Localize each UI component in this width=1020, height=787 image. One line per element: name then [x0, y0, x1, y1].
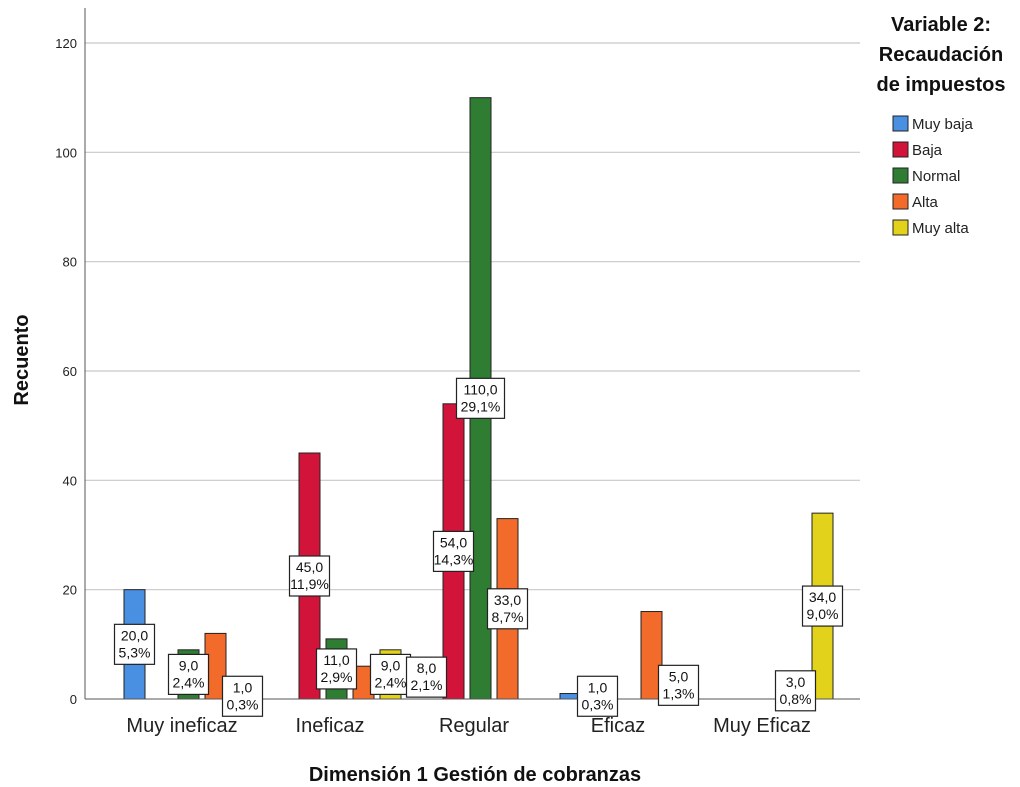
svg-text:11,0: 11,0	[323, 652, 349, 668]
svg-text:54,0: 54,0	[440, 534, 467, 550]
legend-item: Alta	[892, 193, 939, 211]
data-label: 11,02,9%	[315, 648, 358, 690]
data-label: 9,02,4%	[167, 653, 210, 696]
x-category-label: Muy ineficaz	[126, 715, 237, 737]
svg-text:2,9%: 2,9%	[321, 669, 353, 685]
svg-text:2,4%: 2,4%	[375, 674, 407, 690]
legend-label: Muy baja	[912, 116, 974, 133]
svg-text:9,0: 9,0	[179, 657, 199, 673]
svg-text:110,0: 110,0	[464, 381, 498, 397]
svg-text:5,3%: 5,3%	[119, 644, 151, 660]
x-category-label: Regular	[439, 715, 509, 737]
svg-text:11,9%: 11,9%	[290, 576, 329, 592]
svg-text:8,7%: 8,7%	[492, 609, 524, 625]
svg-text:3,0: 3,0	[786, 674, 806, 690]
legend-label: Muy alta	[912, 220, 969, 237]
y-axis-title: Recuento	[11, 314, 33, 405]
legend-swatch	[892, 141, 909, 158]
svg-text:1,0: 1,0	[588, 679, 608, 695]
svg-text:20,0: 20,0	[121, 627, 148, 643]
data-label: 5,01,3%	[657, 664, 700, 706]
y-tick-labels: 0 20 40 60 80 100 120	[55, 36, 77, 707]
svg-text:33,0: 33,0	[494, 592, 521, 608]
legend-item: Muy alta	[892, 219, 969, 237]
data-label: 34,09,0%	[801, 585, 844, 627]
svg-text:0,8%: 0,8%	[780, 691, 812, 707]
y-tick-label: 60	[63, 364, 77, 379]
legend-swatch	[892, 193, 909, 210]
x-axis-title: Dimensión 1 Gestión de cobranzas	[309, 764, 641, 786]
data-label: 33,08,7%	[486, 588, 529, 630]
svg-text:5,0: 5,0	[669, 668, 689, 684]
x-category-label: Muy Eficaz	[713, 715, 811, 737]
svg-text:1,3%: 1,3%	[663, 685, 695, 701]
data-labels: 20,05,3%9,02,4% 1,00,3%45,011,9%11,02,9%9…	[113, 377, 844, 717]
legend-label: Alta	[912, 194, 939, 211]
y-tick-label: 100	[55, 145, 77, 160]
svg-text:9,0%: 9,0%	[807, 606, 839, 622]
svg-text:2,1%: 2,1%	[411, 677, 443, 693]
y-tick-label: 0	[70, 692, 77, 707]
data-label: 20,05,3%	[113, 623, 156, 665]
y-tick-label: 80	[63, 255, 77, 270]
legend-item: Normal	[892, 167, 960, 185]
legend-title-line-3: de impuestos	[877, 74, 1006, 96]
svg-text:34,0: 34,0	[809, 589, 836, 605]
legend-label: Normal	[912, 168, 960, 185]
y-tick-label: 40	[63, 473, 77, 488]
axes	[84, 8, 860, 700]
svg-text:2,4%: 2,4%	[173, 674, 205, 690]
legend: Variable 2: Recaudación de impuestos Muy…	[877, 14, 1006, 237]
x-category-labels: Muy ineficaz Ineficaz Regular Eficaz Muy Efi…	[126, 715, 810, 737]
data-label: 3,00,8%	[774, 670, 817, 712]
data-label: 1,00,3%	[221, 675, 264, 717]
data-label: 9,02,4%	[369, 653, 412, 696]
legend-title-line-1: Variable 2:	[891, 14, 991, 36]
legend-swatch	[892, 115, 909, 132]
data-label: 1,00,3%	[576, 675, 619, 717]
legend-title-line-2: Recaudación	[879, 44, 1003, 66]
data-label: 54,014,3%	[432, 530, 475, 573]
svg-text:14,3%: 14,3%	[434, 551, 474, 567]
legend-item: Muy baja	[892, 115, 974, 133]
svg-text:45,0: 45,0	[296, 559, 323, 575]
legend-label: Baja	[912, 142, 943, 159]
svg-text:29,1%: 29,1%	[461, 398, 501, 414]
data-label: 45,011,9%	[288, 555, 331, 597]
legend-item: Baja	[892, 141, 943, 159]
legend-swatch	[892, 167, 909, 184]
svg-text:0,3%: 0,3%	[582, 696, 614, 712]
y-tick-label: 120	[55, 36, 77, 51]
data-label: 8,02,1%	[405, 656, 448, 698]
svg-text:8,0: 8,0	[417, 660, 437, 676]
data-label: 110,029,1%	[455, 377, 506, 419]
svg-text:1,0: 1,0	[233, 679, 253, 695]
svg-text:0,3%: 0,3%	[227, 696, 259, 712]
y-tick-label: 20	[63, 583, 77, 598]
x-category-label: Eficaz	[591, 715, 645, 737]
x-category-label: Ineficaz	[296, 715, 365, 737]
svg-text:9,0: 9,0	[381, 657, 401, 673]
legend-swatch	[892, 219, 909, 236]
